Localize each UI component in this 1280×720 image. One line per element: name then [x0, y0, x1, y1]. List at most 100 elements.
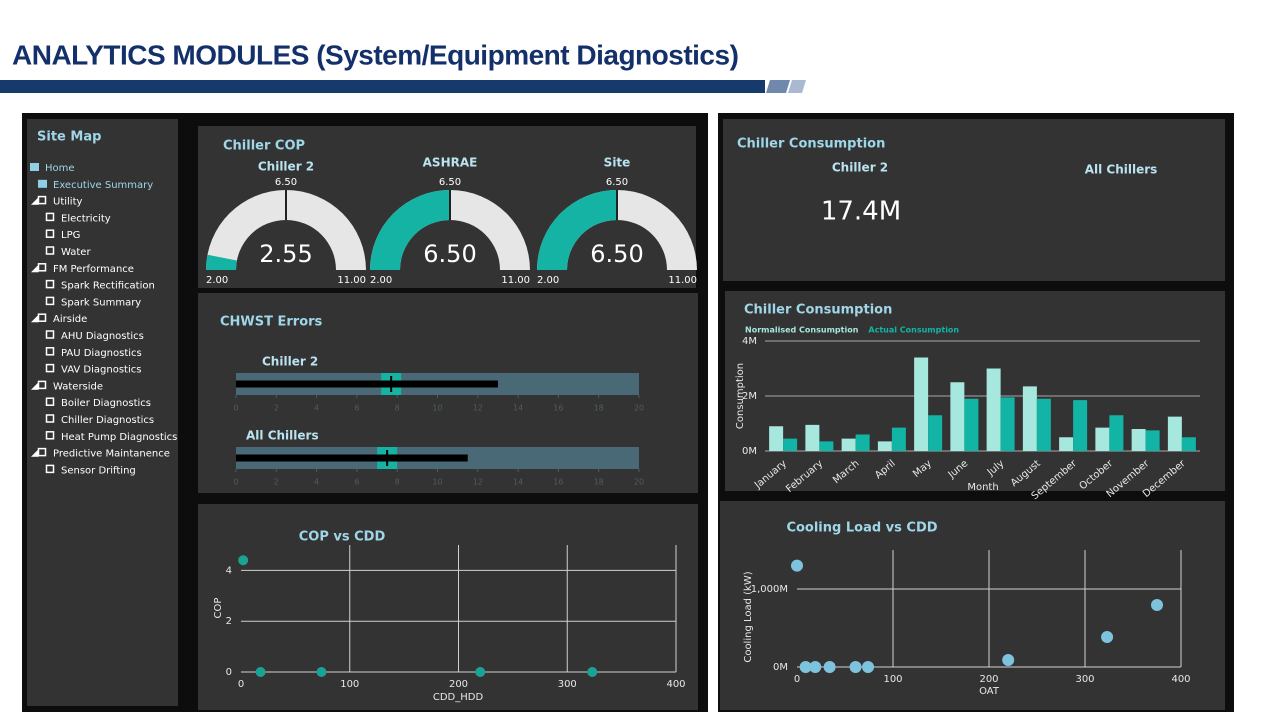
x-tick-label: 18 — [594, 404, 604, 413]
site-map: Home Executive Summary ◢ Utility Electricity… — [30, 163, 177, 476]
point — [799, 661, 812, 673]
x-tick-label: 20 — [634, 404, 644, 413]
gauge-target-label: 6.50 — [439, 177, 461, 188]
x-tick-label: 4 — [314, 478, 319, 487]
site-map-item: Spark Rectification — [61, 281, 155, 292]
cooling-load-panel — [720, 501, 1225, 710]
gauge-label: ASHRAE — [423, 156, 478, 170]
x-tick-label: 200 — [449, 679, 468, 690]
bar — [783, 438, 798, 451]
legend-entry: Actual Consumption — [868, 326, 959, 335]
site-map-item: PAU Diagnostics — [61, 348, 142, 359]
x-tick-label: 14 — [513, 404, 523, 413]
gauge-target-label: 6.50 — [606, 177, 628, 188]
x-tick-label: 20 — [634, 478, 644, 487]
site-map-item: Spark Summary — [61, 297, 141, 308]
x-axis-title: CDD_HDD — [433, 692, 484, 703]
gauge-max-label: 11.00 — [501, 275, 530, 286]
gauge-min-label: 2.00 — [537, 275, 559, 286]
x-tick-label: 200 — [979, 674, 998, 685]
bullet-bar — [236, 454, 468, 462]
gauge-max-label: 11.00 — [668, 275, 697, 286]
gauge-track — [206, 190, 366, 270]
y-axis-title: Consumption — [735, 363, 746, 429]
y-tick-label: 1,000M — [751, 584, 788, 595]
bar — [986, 368, 1001, 451]
checkbox — [45, 212, 55, 222]
gauge-target-label: 6.50 — [275, 177, 297, 188]
checkbox — [37, 313, 47, 322]
x-tick-label: 12 — [473, 404, 483, 413]
consumption-chart-panel — [725, 291, 1225, 491]
cop-cdd-panel — [198, 504, 698, 710]
bar — [1109, 415, 1124, 451]
checkbox — [45, 363, 55, 373]
x-tick-label: 0 — [233, 478, 238, 487]
bar — [964, 398, 979, 451]
checkbox — [37, 263, 47, 272]
card-label: Chiller 2 — [832, 161, 888, 175]
point — [1101, 630, 1114, 643]
bar — [855, 434, 870, 451]
gauge-value-label: 2.55 — [259, 240, 312, 268]
gauge-value — [537, 190, 617, 270]
panel-title: Cooling Load vs CDD — [786, 521, 937, 536]
x-tick-label: 8 — [395, 404, 400, 413]
site-map-item: Predictive Maintanence — [53, 449, 170, 460]
y-tick-label: 0 — [226, 667, 232, 678]
bullet-bar — [236, 380, 498, 388]
site-map-item: AHU Diagnostics — [61, 331, 144, 342]
site-map-item: Home — [45, 163, 75, 174]
page-icon — [30, 163, 39, 171]
point — [587, 667, 598, 677]
checkbox — [45, 229, 55, 238]
card-label: All Chillers — [1085, 163, 1158, 177]
expander: ◢ — [31, 380, 39, 391]
bar — [805, 424, 820, 451]
site-map-item: Utility — [53, 197, 82, 208]
gauge-value — [206, 254, 237, 270]
point — [791, 559, 803, 572]
y-tick-label: 0M — [773, 662, 788, 673]
gauge-min-label: 2.00 — [370, 275, 392, 286]
point — [862, 661, 875, 673]
gauge-min-label: 2.00 — [206, 275, 228, 286]
checkbox — [45, 246, 55, 255]
y-tick-label: 0M — [742, 446, 757, 457]
bar — [1145, 430, 1160, 451]
point — [1002, 653, 1015, 666]
checkbox — [45, 296, 55, 306]
x-tick-label: 16 — [553, 404, 563, 413]
checkbox — [37, 447, 47, 457]
gauge-value — [370, 190, 450, 270]
site-map-item: Chiller Diagnostics — [61, 415, 154, 426]
x-tick-label: 4 — [314, 404, 319, 413]
bar — [819, 441, 834, 451]
bar — [950, 382, 965, 451]
title-stripe — [788, 80, 806, 93]
title-stripe — [766, 80, 790, 93]
site-map-item: VAV Diagnostics — [61, 365, 141, 376]
point — [255, 667, 266, 677]
x-tick-label: 0 — [238, 679, 244, 690]
bar — [1073, 400, 1088, 451]
expander: ◢ — [31, 263, 39, 274]
x-tick-label: 10 — [432, 478, 442, 487]
bar — [1000, 397, 1015, 451]
gauge-label: Chiller 2 — [258, 160, 314, 174]
checkbox — [45, 431, 55, 440]
point — [849, 661, 862, 673]
bar — [1059, 437, 1074, 451]
checkbox — [45, 464, 55, 474]
bar — [877, 441, 892, 451]
x-tick-label: 2 — [274, 478, 279, 487]
site-map-item: Waterside — [53, 381, 103, 392]
checkbox — [37, 380, 47, 390]
checkbox — [37, 195, 47, 205]
y-tick-label: 4 — [226, 565, 232, 576]
bar — [928, 415, 943, 451]
checkbox — [45, 414, 55, 423]
bar — [1095, 427, 1110, 451]
